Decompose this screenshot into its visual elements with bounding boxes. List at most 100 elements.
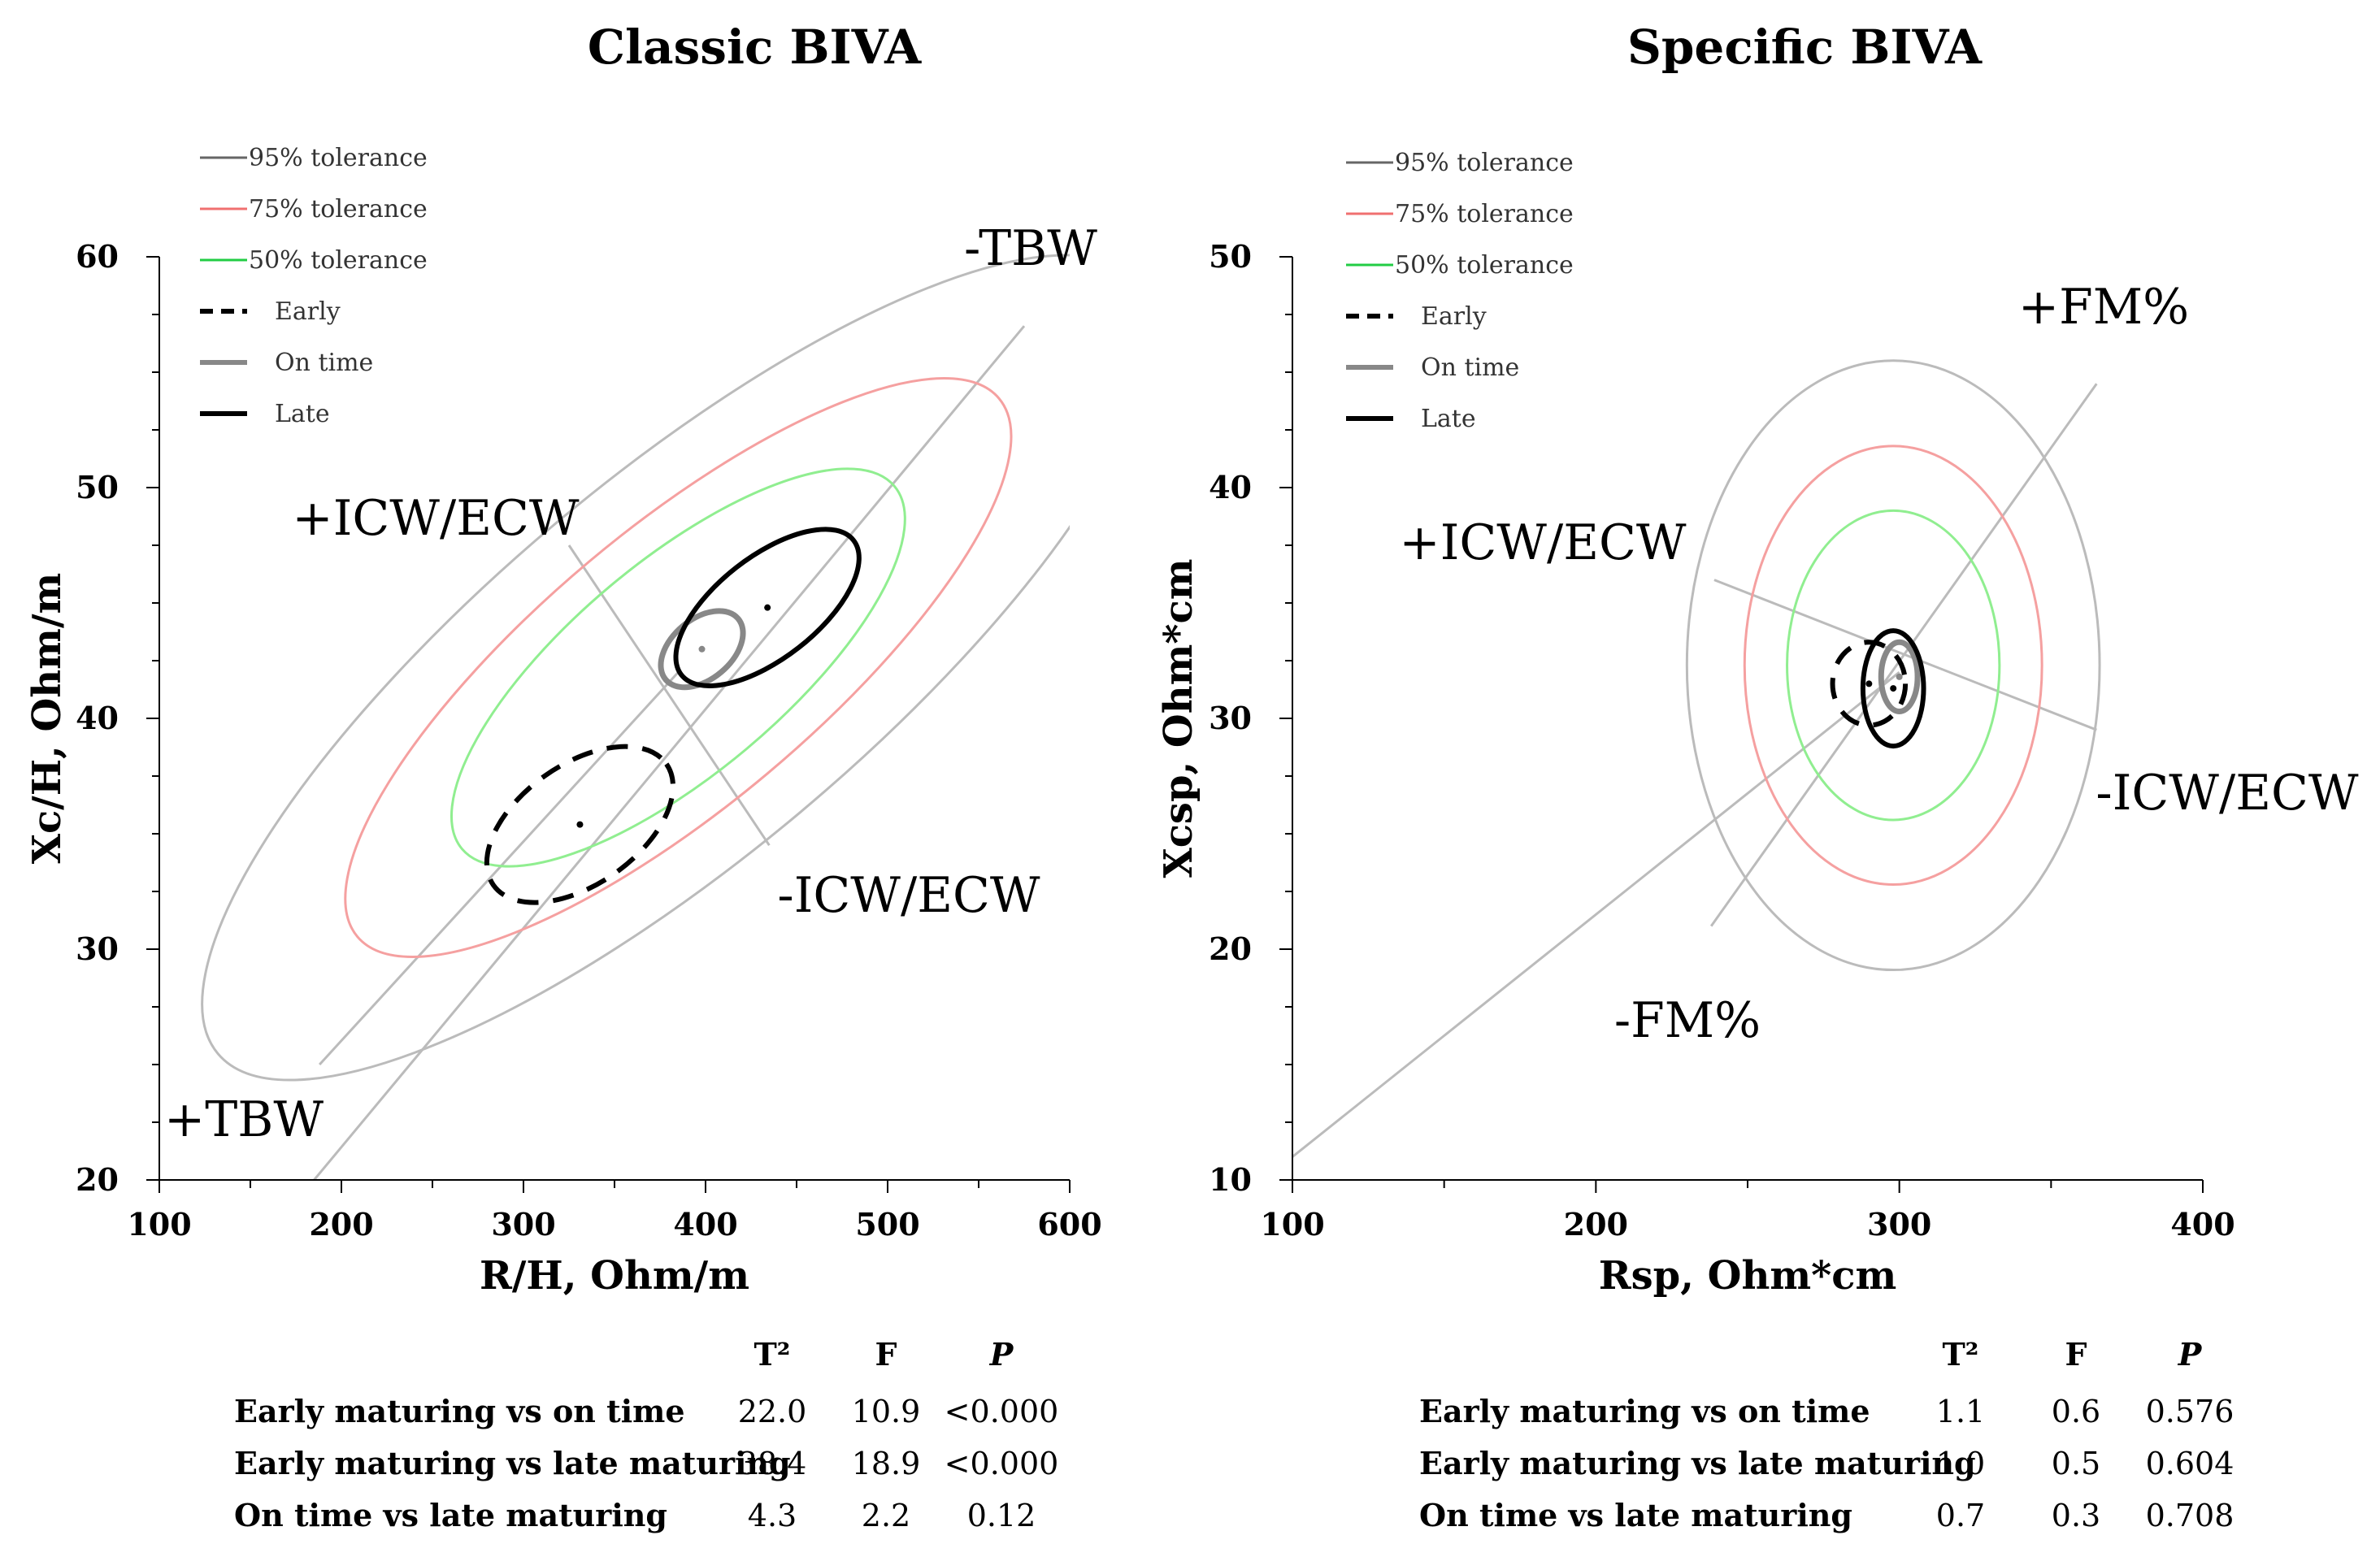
ellipse-50-tolerance [1786,509,2001,822]
ellipse-late [673,527,862,688]
table-row-label: On time vs late maturing [234,1497,667,1533]
region-label: +ICW/ECW [292,490,579,547]
legend-label-on-time: On time [275,349,373,377]
x-tick-label: 600 [1037,1206,1101,1243]
center-point-late [764,604,771,611]
region-label: +FM% [2018,279,2189,336]
x-tick-label: 100 [1260,1206,1324,1243]
ellipse-75-tolerance [344,377,1013,958]
region-label: -FM% [1614,992,1761,1049]
center-point-early [576,821,584,828]
table-cell: 38.4 [738,1446,807,1481]
table-header: T² [754,1336,791,1373]
ellipse-95-tolerance [1685,359,2101,972]
region-label: +TBW [164,1091,324,1148]
legend-label-early: Early [1421,302,1487,331]
table-header: P [989,1336,1014,1373]
y-tick-label: 60 [76,238,119,275]
legend-label-on-time: On time [1421,353,1519,382]
reference-line [1292,671,1900,1158]
y-tick-label: 40 [1209,469,1252,505]
region-label: -ICW/ECW [777,867,1040,924]
x-tick-label: 500 [855,1206,919,1243]
reference-line [1713,579,2097,731]
legend-label-95-tolerance: 95% tolerance [1395,149,1574,177]
table-cell: 0.3 [2052,1498,2100,1533]
y-tick-label: 10 [1209,1161,1252,1198]
y-tick-label: 40 [76,700,119,736]
plot-area [1292,359,2101,1158]
table-row-label: Early maturing vs late maturing [1419,1445,1976,1481]
table-cell: 1.1 [1936,1394,1985,1429]
table-cell: 18.9 [852,1446,921,1481]
plot-area [201,254,1070,1180]
table-cell: 0.576 [2146,1394,2235,1429]
table-cell: 2.2 [862,1498,910,1533]
table-row-label: Early maturing vs late maturing [234,1445,791,1481]
table-header: T² [1943,1336,1979,1373]
legend-label-75-tolerance: 75% tolerance [1395,200,1574,228]
x-axis-title: Rsp, Ohm*cm [1599,1253,1897,1299]
y-axis-title: Xc/H, Ohm/m [24,573,70,865]
legend-label-95-tolerance: 95% tolerance [249,144,428,172]
chart-panel-2: Specific BIVA 100 200 300 400 10 20 30 40 50 Rsp, … [1156,20,2359,1533]
table-cell: 0.12 [967,1498,1036,1533]
table-cell: 0.6 [2052,1394,2100,1429]
ellipse-early [484,744,675,905]
y-tick-label: 50 [1209,238,1252,275]
chart-title: Specific BIVA [1627,20,1983,75]
ellipse-late [1860,628,1926,749]
stats-table: T² F P Early maturing vs on time 22.0 10.9 <0.… [234,1336,1058,1533]
table-row-label: On time vs late maturing [1419,1497,1852,1533]
x-tick-label: 400 [673,1206,737,1243]
region-label: -TBW [964,220,1097,277]
reference-line [313,325,1026,1180]
ellipse-on-time [1878,639,1921,714]
table-cell: <0.000 [945,1394,1059,1429]
y-tick-label: 30 [1209,700,1252,736]
table-cell: 10.9 [852,1394,921,1429]
region-label: +ICW/ECW [1399,514,1686,571]
table-header: P [2178,1336,2203,1373]
legend-label-late: Late [1421,405,1476,433]
y-tick-label: 50 [76,469,119,505]
x-axis-title: R/H, Ohm/m [480,1253,749,1299]
x-tick-label: 300 [491,1206,555,1243]
stats-table: T² F P Early maturing vs on time 1.1 0.6 0.576… [1419,1336,2234,1533]
table-cell: 0.5 [2052,1446,2100,1481]
x-tick-label: 200 [309,1206,373,1243]
table-header: F [875,1336,897,1373]
legend-label-50-tolerance: 50% tolerance [249,246,428,275]
legend-label-50-tolerance: 50% tolerance [1395,251,1574,280]
x-tick-label: 200 [1564,1206,1628,1243]
center-point-late [1890,685,1897,692]
y-tick-label: 20 [1209,930,1252,967]
region-label: -ICW/ECW [2096,765,2358,822]
legend-label-early: Early [275,297,341,326]
ellipse-early [1830,640,1909,728]
table-cell: 1.0 [1936,1446,1985,1481]
table-cell: 22.0 [738,1394,807,1429]
y-tick-label: 20 [76,1161,119,1198]
reference-line [319,671,680,1066]
center-point-early [1865,680,1873,687]
legend-label-late: Late [275,400,330,428]
chart-panel-1: Classic BIVA 100 200 300 400 500 600 20 30 40 50 60… [24,20,1102,1533]
table-cell: 4.3 [748,1498,797,1533]
ellipse-95-tolerance [201,254,1070,1082]
table-row-label: Early maturing vs on time [234,1393,685,1429]
x-tick-label: 100 [127,1206,191,1243]
legend-label-75-tolerance: 75% tolerance [249,195,428,223]
ellipse-75-tolerance [1743,445,2043,886]
y-tick-label: 30 [76,930,119,967]
y-axis-title: Xcsp, Ohm*cm [1156,558,1201,878]
table-cell: 0.7 [1936,1498,1985,1533]
x-tick-label: 300 [1867,1206,1931,1243]
table-header: F [2065,1336,2087,1373]
reference-line [567,544,771,847]
chart-title: Classic BIVA [588,20,922,75]
center-point-on-time [1896,673,1903,680]
table-cell: 0.708 [2146,1498,2235,1533]
center-point-on-time [698,645,706,653]
